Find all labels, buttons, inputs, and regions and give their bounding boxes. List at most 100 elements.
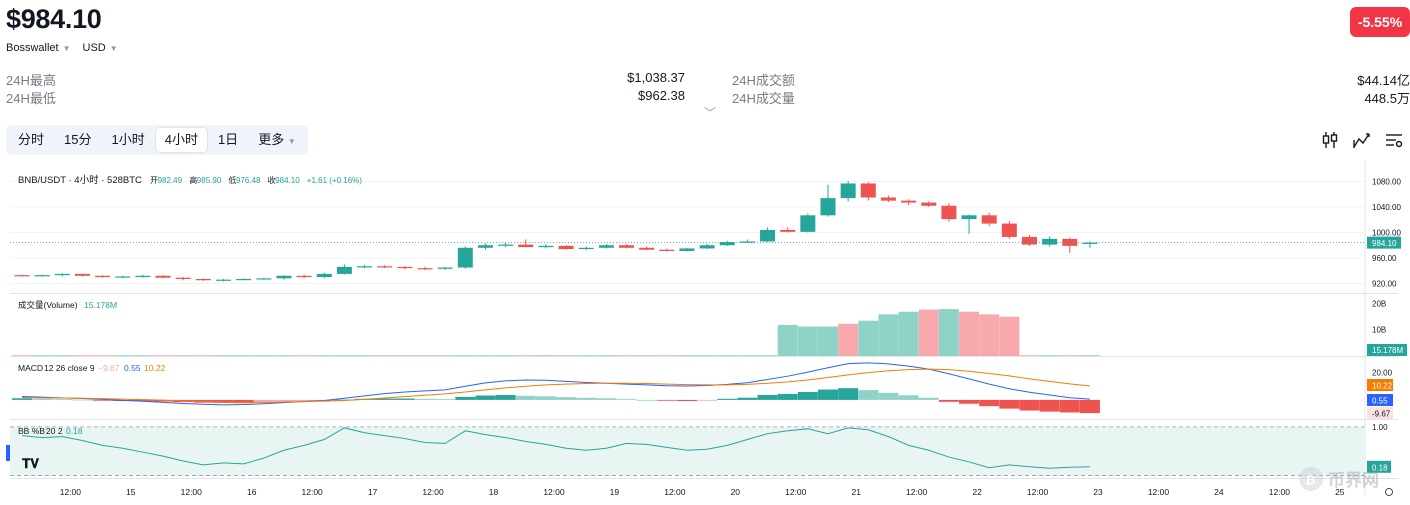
bb-band-fill — [10, 426, 1365, 476]
candle-body — [598, 245, 614, 248]
candle-body — [216, 279, 231, 281]
watermark-logo: ₿ 币界网 — [1299, 467, 1379, 491]
volume-bar — [213, 355, 234, 356]
macd-histogram-bar — [918, 397, 939, 400]
candle-body — [336, 266, 352, 274]
macd-histogram-bar — [1019, 399, 1040, 411]
volume-bar — [1079, 355, 1100, 356]
macd-histogram-bar — [374, 398, 395, 400]
settings-icon[interactable] — [1384, 130, 1404, 150]
macd-value-tag — [1367, 379, 1393, 391]
time-axis-label: 12:00 — [1027, 487, 1049, 497]
macd-histogram-bar — [92, 399, 113, 401]
volume-bar — [354, 355, 375, 356]
volume-bar — [515, 355, 536, 356]
volume-bar — [878, 314, 899, 356]
volume-bar — [12, 355, 32, 356]
candle-body — [195, 278, 211, 281]
macd-histogram-bar — [495, 395, 516, 400]
macd-value-tag — [1367, 407, 1393, 419]
currency-selector[interactable]: USD ▼ — [83, 42, 118, 54]
ohlc-legend-item: 收 — [268, 175, 276, 185]
time-axis-label: 15 — [126, 487, 136, 497]
price-tick-label: 960.00 — [1372, 254, 1397, 263]
candle-body — [921, 202, 937, 206]
macd-histogram-bar — [72, 399, 93, 401]
price-chart[interactable]: 1080.00 1040.00 1000.00 960.00 920.00 984.10 2… — [0, 160, 1410, 505]
bb-tick-label: 1.00 — [1372, 423, 1388, 432]
volume-bar — [535, 355, 556, 356]
interval-tabs: 分时 15分 1小时 4小时 1日 更多 ▼ — [6, 125, 308, 155]
candlestick-icon[interactable] — [1320, 130, 1340, 150]
volume-bar — [979, 314, 1000, 356]
volume-bar — [576, 355, 597, 356]
stat-volume-label: 24H成交量 — [732, 91, 795, 106]
currency-selector-label: USD — [82, 42, 106, 54]
stat-high-value: $1,038.37 — [627, 70, 685, 85]
macd-histogram-bar — [273, 399, 294, 402]
tab-4h[interactable]: 4小时 — [155, 128, 207, 152]
chevron-down-icon: ▼ — [109, 43, 118, 53]
candle-body — [800, 215, 816, 232]
macd-hist-value: −9.67 — [98, 363, 120, 373]
candle-body — [316, 273, 332, 278]
tab-1h[interactable]: 1小时 — [111, 132, 145, 147]
macd-histogram-bar — [455, 396, 476, 400]
bb-label: BB %B — [18, 426, 45, 436]
indicator-icon[interactable] — [1352, 130, 1372, 150]
svg-text:₿: ₿ — [1305, 472, 1316, 487]
macd-histogram-bar — [475, 395, 496, 400]
volume-bar — [233, 355, 254, 356]
chevron-down-icon: ▼ — [287, 137, 296, 146]
tab-more-label: 更多 — [258, 132, 285, 147]
volume-bar — [132, 355, 153, 356]
time-axis-label: 20 — [731, 487, 741, 497]
candle-body — [840, 183, 856, 199]
wallet-selector[interactable]: Bosswallet ▼ — [6, 42, 71, 54]
bb-last-label: 0.18 — [1372, 463, 1388, 472]
macd-histogram-bar — [556, 397, 577, 400]
volume-bar — [777, 324, 798, 356]
macd-line-value: 0.55 — [124, 363, 141, 373]
macd-histogram-bar — [697, 399, 718, 401]
tab-15m[interactable]: 15分 — [64, 132, 92, 147]
candle-body — [437, 267, 453, 269]
tab-more[interactable]: 更多 ▼ — [249, 128, 305, 152]
last-price-label: 984.10 — [1372, 239, 1397, 248]
volume-last-label: 15.178M — [1372, 346, 1403, 355]
price-change-badge: -5.55% — [1350, 7, 1410, 37]
chevron-down-icon: ▼ — [62, 43, 71, 53]
volume-bar — [415, 355, 435, 356]
tab-1d[interactable]: 1日 — [217, 132, 239, 147]
macd-histogram-bar — [32, 398, 53, 400]
candle-body — [760, 229, 776, 242]
candle-body — [880, 197, 896, 201]
macd-histogram-bar — [1079, 399, 1100, 414]
volume-bar — [737, 355, 758, 356]
wallet-selector-label: Bosswallet — [6, 42, 59, 54]
macd-histogram-bar — [394, 398, 415, 400]
volume-bar — [52, 355, 73, 356]
tradingview-logo: 𝐓𝐕 — [6, 445, 39, 471]
expand-stats-chevron-icon[interactable]: ﹀ — [704, 106, 717, 120]
macd-histogram-bar — [737, 397, 758, 400]
macd-histogram-bar — [676, 399, 697, 401]
macd-value-label: -9.67 — [1372, 410, 1391, 419]
volume-bar — [253, 355, 274, 356]
volume-bar — [394, 355, 415, 356]
ohlc-legend-item: 984.10 — [275, 176, 300, 185]
stat-high-label: 24H最高 — [6, 73, 56, 88]
macd-histogram-bar — [132, 399, 153, 402]
candle-body — [397, 266, 413, 269]
macd-histogram-bar — [596, 398, 617, 400]
volume-bar — [999, 316, 1020, 356]
macd-histogram-bar — [818, 389, 838, 400]
macd-value-tag — [1367, 394, 1393, 406]
tab-timeline[interactable]: 分时 — [18, 132, 45, 147]
macd-histogram-bar — [616, 399, 637, 400]
time-axis-label: 22 — [972, 487, 982, 497]
macd-value-label: 0.55 — [1372, 397, 1388, 406]
candle-body — [155, 275, 171, 278]
time-axis-label: 12:00 — [1269, 487, 1291, 497]
macd-histogram-bar — [838, 388, 859, 400]
